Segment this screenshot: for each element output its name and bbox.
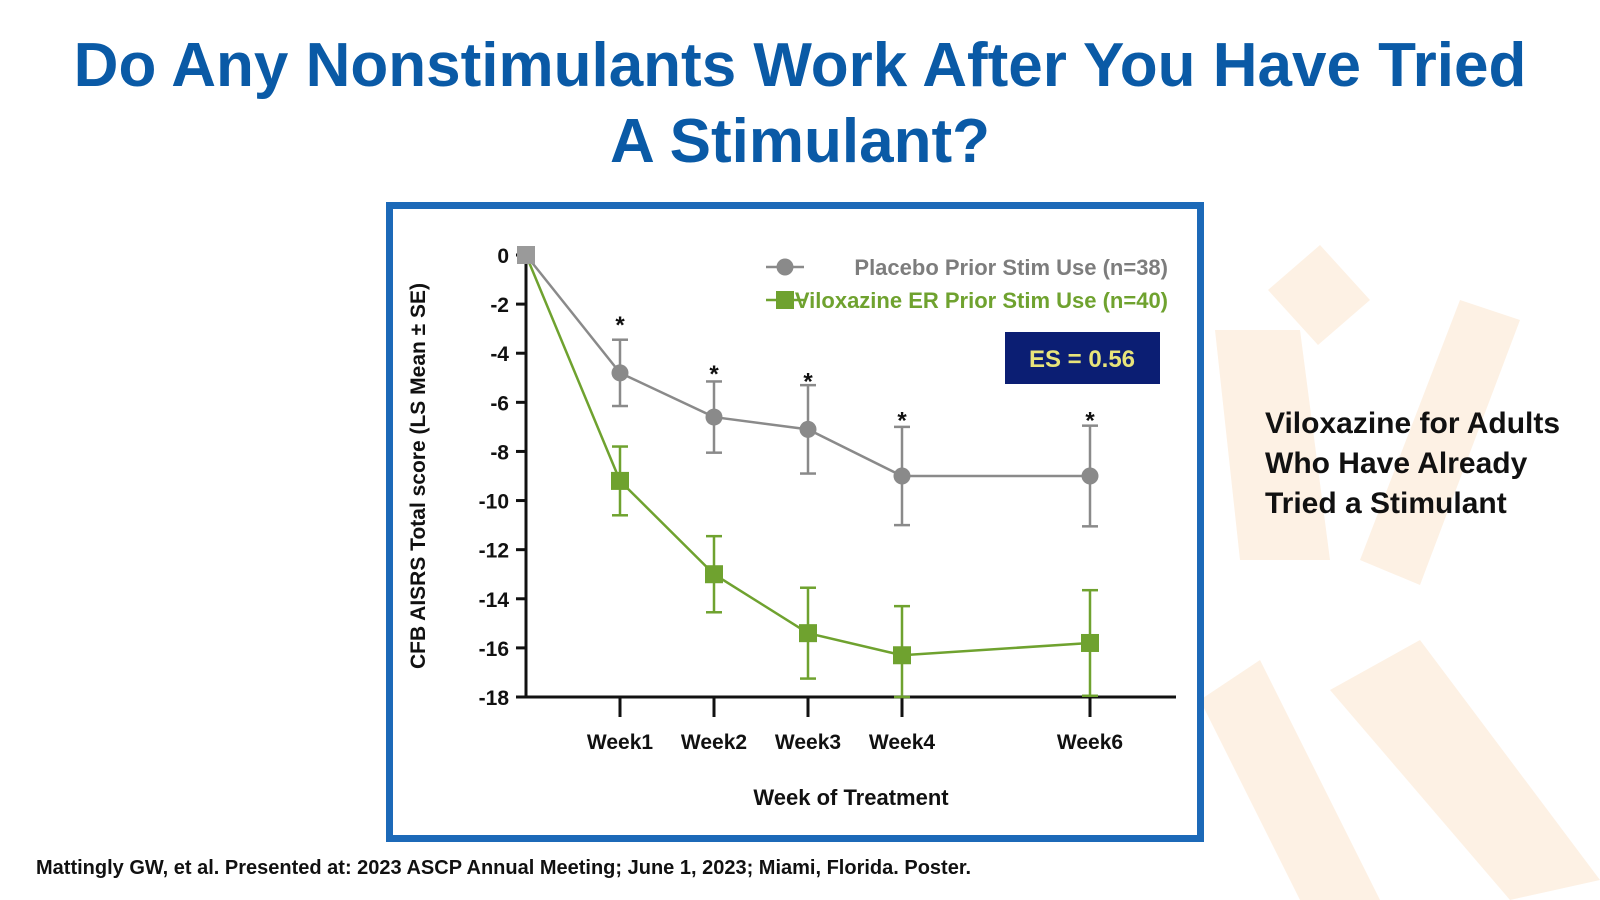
legend-item-viloxazine: Viloxazine ER Prior Stim Use (n=40) [766, 288, 1168, 313]
significance-asterisk: * [709, 361, 719, 388]
page-title-line-1: Do Any Nonstimulants Work After You Have… [73, 31, 1527, 100]
citation: Mattingly GW, et al. Presented at: 2023 … [36, 857, 972, 879]
series-viloxazine [517, 246, 1099, 699]
y-tick-label: -14 [479, 589, 510, 612]
x-tick-label: Week6 [1057, 731, 1123, 754]
significance-asterisk: * [803, 368, 813, 395]
effect-size-box: ES = 0.56 [1005, 332, 1160, 384]
y-tick-label: -12 [479, 540, 509, 563]
y-axis-ticks: 0 -2 -4 -6 -8 -10 -12 -14 -16 -18 [479, 245, 526, 710]
line-chart: 0 -2 -4 -6 -8 -10 -12 -14 -16 -18 Week1 Week2 Week3… [407, 245, 1176, 810]
x-tick-label: Week3 [775, 731, 841, 754]
significance-asterisk: * [615, 312, 625, 339]
x-tick-label: Week2 [681, 731, 747, 754]
legend-marker [776, 258, 794, 276]
data-point [893, 467, 911, 485]
y-axis-label: CFB AISRS Total score (LS Mean ± SE) [407, 283, 430, 669]
data-point [705, 565, 723, 584]
x-tick-label: Week1 [587, 731, 653, 754]
y-tick-label: -4 [490, 343, 509, 366]
significance-markers: * * * * * [615, 312, 1095, 435]
legend: Placebo Prior Stim Use (n=38) Viloxazine … [766, 255, 1168, 313]
data-point [517, 246, 535, 264]
data-point [611, 364, 629, 382]
data-point [893, 646, 911, 665]
significance-asterisk: * [897, 408, 907, 435]
y-tick-label: -6 [490, 392, 509, 415]
data-point [705, 408, 723, 426]
data-point [799, 624, 817, 643]
effect-size-label: ES = 0.56 [1029, 346, 1135, 373]
data-point [799, 420, 817, 438]
data-point [1081, 633, 1099, 652]
significance-asterisk: * [1085, 408, 1095, 435]
y-tick-label: 0 [497, 245, 509, 268]
y-tick-label: -16 [479, 638, 509, 661]
legend-label: Placebo Prior Stim Use (n=38) [854, 255, 1168, 280]
page-title-line-2: A Stimulant? [609, 107, 991, 176]
legend-label: Viloxazine ER Prior Stim Use (n=40) [795, 288, 1168, 313]
x-axis-ticks: Week1 Week2 Week3 Week4 Week6 [587, 697, 1123, 754]
y-tick-label: -2 [490, 294, 509, 317]
x-axis-label: Week of Treatment [753, 785, 949, 810]
data-point [1081, 467, 1099, 485]
side-note: Viloxazine for Adults Who Have Already T… [1265, 407, 1561, 520]
y-tick-label: -8 [490, 441, 509, 464]
axes [524, 251, 1176, 699]
chart-frame: 0 -2 -4 -6 -8 -10 -12 -14 -16 -18 Week1 Week2 Week3… [386, 202, 1204, 842]
y-tick-label: -10 [479, 491, 509, 514]
series-line [525, 254, 1090, 478]
effect-size-box-background [1005, 332, 1160, 384]
legend-item-placebo: Placebo Prior Stim Use (n=38) [766, 255, 1168, 280]
series-layer [517, 246, 1099, 699]
y-tick-label: -18 [479, 687, 510, 710]
legend-marker [776, 291, 794, 309]
x-tick-label: Week4 [869, 731, 935, 754]
data-point [611, 471, 629, 490]
series-line [524, 254, 1091, 657]
series-placebo [525, 254, 1099, 528]
